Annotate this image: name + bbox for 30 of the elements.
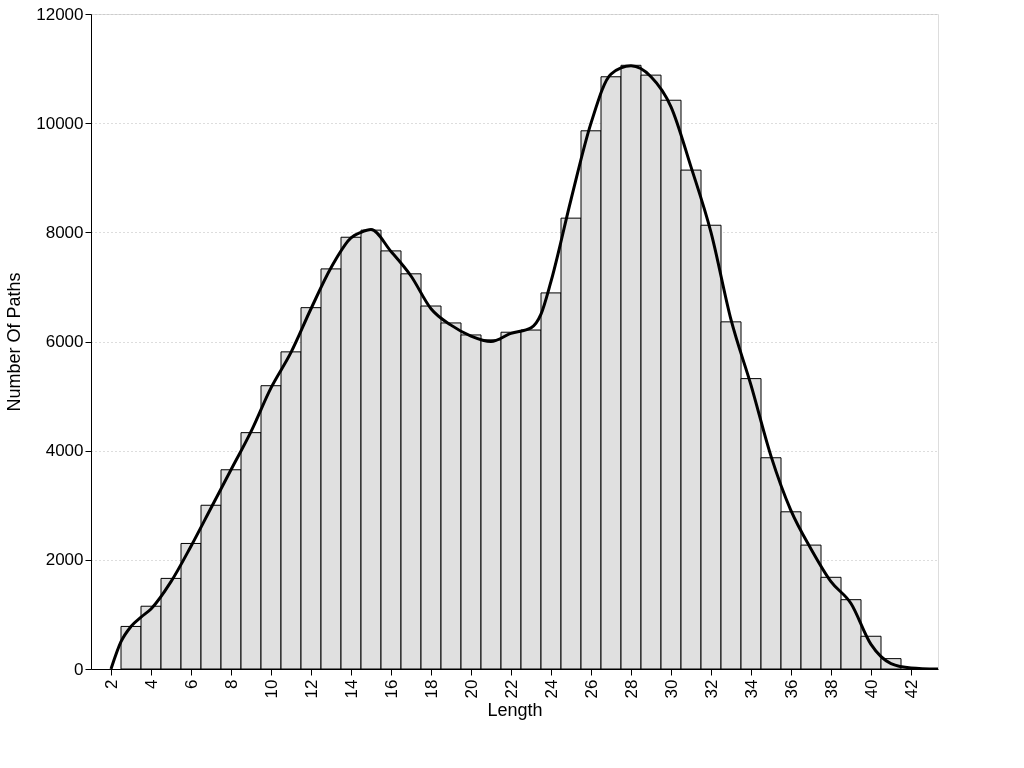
x-tick-label: 18 xyxy=(421,679,441,699)
y-tick-label: 2000 xyxy=(45,550,84,570)
y-tick-label: 10000 xyxy=(36,113,84,133)
x-tick-label: 12 xyxy=(301,679,321,699)
x-axis-title: Length xyxy=(487,700,543,721)
x-tick-label: 26 xyxy=(581,679,601,699)
y-tick-label: 12000 xyxy=(36,4,84,24)
x-tick-label: 28 xyxy=(621,679,641,699)
x-tick-label: 8 xyxy=(221,679,241,689)
x-tick-label: 24 xyxy=(541,679,561,699)
x-tick-label: 6 xyxy=(181,679,201,689)
x-tick-label: 14 xyxy=(341,679,361,699)
x-tick-label: 36 xyxy=(781,679,801,699)
y-tick-label: 6000 xyxy=(45,332,84,351)
x-tick-label: 38 xyxy=(821,679,841,699)
y-tick-label: 0 xyxy=(74,659,84,679)
x-tick-label: 16 xyxy=(381,679,401,699)
y-tick-label: 8000 xyxy=(45,222,84,242)
x-tick-label: 42 xyxy=(901,679,921,699)
x-tick-label: 22 xyxy=(501,679,521,699)
x-tick-label: 20 xyxy=(461,679,481,699)
x-tick-label: 30 xyxy=(661,679,681,699)
x-tick-label: 34 xyxy=(741,679,761,699)
x-tick-label: 32 xyxy=(701,679,721,699)
x-tick-label: 2 xyxy=(101,679,121,689)
x-tick-label: 40 xyxy=(861,679,881,699)
x-tick-label: 10 xyxy=(261,679,281,699)
y-tick-label: 4000 xyxy=(45,441,84,461)
y-axis-title: Number Of Paths xyxy=(4,272,25,412)
x-tick-label: 4 xyxy=(141,679,161,689)
